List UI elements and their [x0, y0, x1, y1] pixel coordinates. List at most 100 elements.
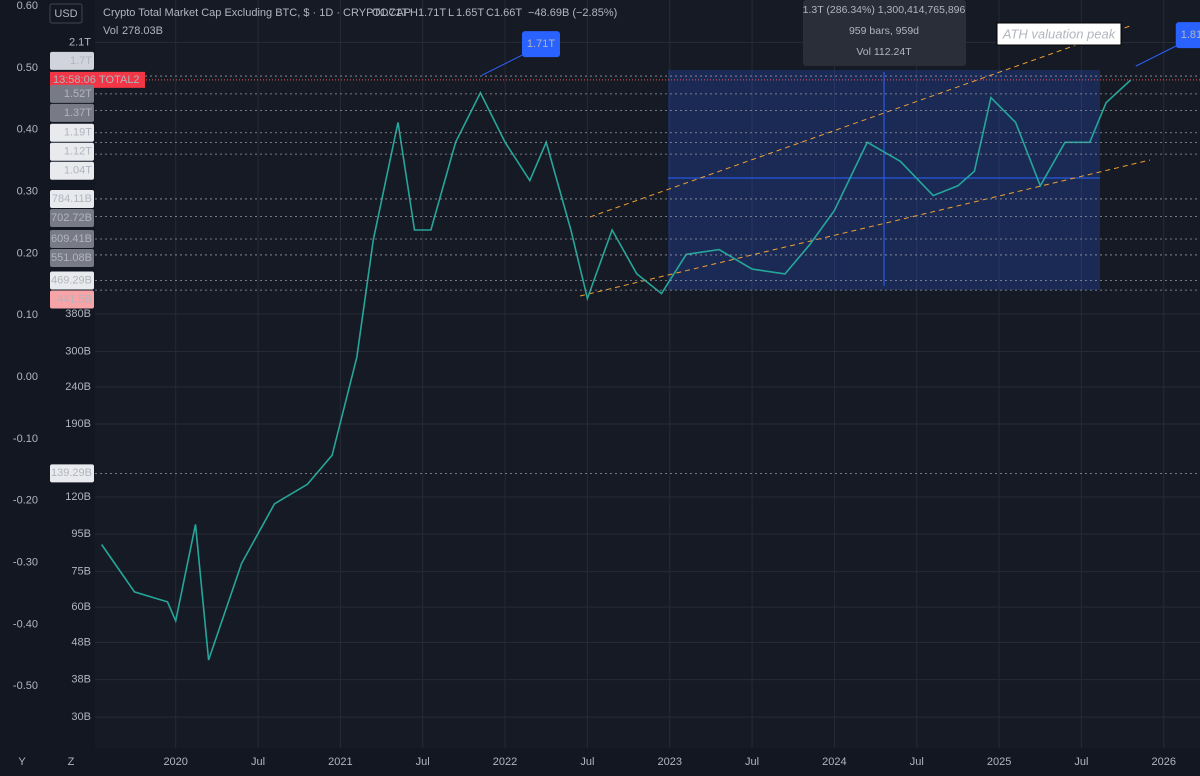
price-tag-label: 1.52T	[64, 88, 92, 100]
price-tag	[50, 208, 94, 227]
symbol-tag: TOTAL2	[99, 74, 140, 86]
y2-tick-label: 0.50	[17, 62, 38, 74]
y-tick-label: 300B	[65, 345, 91, 357]
y2-tick-label: 0.30	[17, 186, 38, 198]
price-tag-label: 1.19T	[64, 127, 92, 139]
callout-box	[1175, 22, 1200, 49]
y-tick-label: 240B	[65, 381, 91, 393]
note-box	[996, 22, 1122, 46]
y2-tick-label: 0.60	[17, 0, 38, 12]
x-tick-label: Jul	[745, 756, 759, 768]
price-tag	[50, 103, 94, 122]
x-tick-label: Jul	[1074, 756, 1088, 768]
y2-tick-label: 0.10	[17, 309, 38, 321]
y2-tick-label: -0.50	[13, 680, 38, 692]
measure-volume: Vol 112.24T	[856, 46, 912, 58]
measure-change: 1.3T (286.34%) 1,300,414,765,896	[803, 4, 966, 16]
x-tick-label: 2020	[163, 756, 187, 768]
price-tag	[50, 464, 94, 483]
price-tag-label: 139.29B	[51, 467, 92, 479]
grid	[95, 0, 1200, 748]
channel-upper	[589, 25, 1131, 218]
toolbar-button[interactable]: Z	[68, 756, 75, 768]
callout-pointer	[1135, 45, 1176, 67]
toolbar-button[interactable]: Y	[18, 756, 26, 768]
x-tick-label: Jul	[580, 756, 594, 768]
x-tick-label: 2025	[987, 756, 1011, 768]
price-tag	[50, 123, 94, 142]
ohlc-value: 1.71T	[418, 7, 446, 19]
price-tag	[50, 161, 94, 180]
ohlc: O 1.71T H 1.71T L 1.65T C 1.66T −48.69B (−2.85%)	[372, 7, 617, 19]
callout-pointer	[481, 54, 523, 76]
x-tick-label: 2022	[493, 756, 517, 768]
y-tick-label: 30B	[71, 711, 91, 723]
x-tick-label: 2026	[1152, 756, 1176, 768]
y2-tick-label: -0.20	[13, 495, 38, 507]
price-tag	[50, 189, 94, 208]
y2-tick-label: 0.40	[17, 124, 38, 136]
price-tag	[50, 229, 94, 248]
y2-tick-label: -0.10	[13, 433, 38, 445]
y2-tick-label: -0.40	[13, 618, 38, 630]
y-tick-label: 2.1T	[69, 36, 91, 48]
x-tick-label: Jul	[251, 756, 265, 768]
time-axis-bar	[0, 748, 1200, 776]
countdown: 13:58:06	[53, 74, 96, 86]
price-tag-label: 469.29B	[51, 274, 92, 286]
price-tag-label: 609.41B	[51, 233, 92, 245]
price-tag-label: 1.04T	[64, 165, 92, 177]
x-tick-label: Jul	[910, 756, 924, 768]
ohlc-key: O	[372, 7, 381, 19]
x-tick-label: 2021	[328, 756, 352, 768]
volume-label: Vol	[103, 25, 118, 37]
channel-lower	[579, 159, 1151, 297]
price-tag	[50, 51, 94, 70]
y-tick-label: 48B	[71, 636, 91, 648]
price-tag-label: 702.72B	[51, 212, 92, 224]
measure-box	[803, 0, 966, 66]
y-tick-label: 95B	[71, 528, 91, 540]
current-price-tag	[50, 71, 145, 88]
y2-tick-label: 0.00	[17, 371, 38, 383]
x-tick-label: 2023	[657, 756, 681, 768]
callout-label: 1.71T	[527, 38, 555, 50]
x-tick-label: 2024	[822, 756, 846, 768]
ohlc-value: 1.66T	[494, 7, 522, 19]
ohlc-key: H	[410, 7, 418, 19]
ohlc-value: 1.65T	[456, 7, 484, 19]
volume-value: 278.03B	[122, 25, 163, 37]
ohlc-key: L	[448, 7, 454, 19]
callout-box	[521, 31, 560, 58]
ohlc-value: 1.71T	[380, 7, 408, 19]
chart-title: Crypto Total Market Cap Excluding BTC, $…	[103, 7, 411, 19]
y-tick-label: 190B	[65, 418, 91, 430]
price-line	[100, 79, 1132, 661]
x-tick-label: Jul	[416, 756, 430, 768]
price-tag	[50, 142, 94, 161]
price-tag	[50, 84, 94, 103]
price-tag-label: 441.5B	[57, 293, 92, 305]
y-tick-label: 60B	[71, 601, 91, 613]
ohlc-key: C	[486, 7, 494, 19]
ath-note: ATH valuation peak	[1002, 26, 1117, 41]
price-tag-label: 1.12T	[64, 146, 92, 158]
y2-tick-label: 0.20	[17, 247, 38, 259]
y2-tick-label: -0.30	[13, 556, 38, 568]
change: −48.69B (−2.85%)	[528, 7, 617, 19]
currency: USD	[54, 8, 77, 20]
price-tag	[50, 271, 94, 290]
price-tag-label: 1.37T	[64, 107, 92, 119]
plot-layer	[95, 75, 1200, 661]
price-tag-label: 551.08B	[51, 252, 92, 264]
y-tick-label: 380B	[65, 308, 91, 320]
callout-label: 1.81T	[1181, 29, 1200, 41]
price-tag	[50, 248, 94, 267]
price-tag-label: 784.11B	[52, 193, 92, 205]
y-tick-label: 120B	[65, 491, 91, 503]
currency-box[interactable]	[49, 3, 83, 24]
price-tag	[50, 290, 94, 309]
y-tick-label: 38B	[71, 674, 91, 686]
price-tag-label: 1.7T	[70, 55, 92, 67]
